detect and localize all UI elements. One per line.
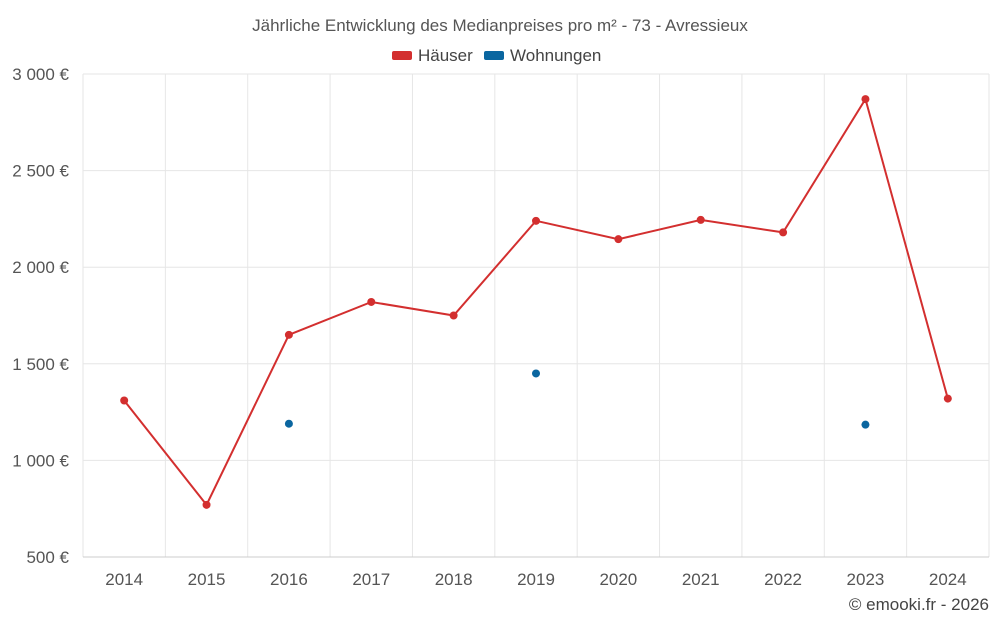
- x-tick-label: 2018: [435, 570, 473, 589]
- data-point-haeuser-2023[interactable]: [861, 95, 870, 104]
- x-tick-label: 2020: [599, 570, 637, 589]
- data-point-haeuser-2024[interactable]: [943, 394, 952, 403]
- credit-text: © emooki.fr - 2026: [849, 595, 989, 614]
- series: [120, 95, 952, 509]
- legend: Häuser Wohnungen: [392, 46, 601, 65]
- x-tick-label: 2017: [352, 570, 390, 589]
- x-tick-label: 2019: [517, 570, 555, 589]
- x-axis-ticks: 2014 2015 2016 2017 2018 2019 2020 2021 2022 2023…: [105, 570, 966, 589]
- data-point-wohnungen-2019[interactable]: [532, 369, 540, 378]
- grid: [82, 73, 990, 558]
- data-point-haeuser-2021[interactable]: [696, 215, 705, 224]
- x-tick-label: 2021: [682, 570, 720, 589]
- data-point-haeuser-2017[interactable]: [367, 297, 376, 306]
- x-tick-label: 2023: [847, 570, 885, 589]
- y-tick-label: 2 000 €: [12, 258, 69, 277]
- chart-title: Jährliche Entwicklung des Medianpreises …: [252, 16, 748, 35]
- data-point-haeuser-2019[interactable]: [532, 216, 540, 225]
- y-tick-label: 1 000 €: [12, 451, 69, 470]
- legend-label-wohnungen: Wohnungen: [510, 46, 601, 65]
- legend-item-wohnungen[interactable]: Wohnungen: [484, 46, 601, 65]
- legend-label-haeuser: Häuser: [418, 46, 473, 65]
- y-tick-label: 3 000 €: [12, 65, 69, 84]
- x-tick-label: 2015: [188, 570, 226, 589]
- data-point-wohnungen-2016[interactable]: [284, 419, 293, 428]
- legend-swatch-haeuser: [392, 51, 412, 60]
- data-point-haeuser-2014[interactable]: [120, 396, 129, 405]
- data-point-haeuser-2015[interactable]: [202, 500, 211, 509]
- x-tick-label: 2014: [105, 570, 143, 589]
- y-tick-label: 1 500 €: [12, 355, 69, 374]
- data-point-haeuser-2016[interactable]: [284, 330, 293, 339]
- x-tick-label: 2024: [929, 570, 967, 589]
- data-point-haeuser-2022[interactable]: [779, 228, 788, 237]
- y-axis-ticks: 500 € 1 000 € 1 500 € 2 000 € 2 500 € 3 000 €: [12, 65, 69, 567]
- data-point-wohnungen-2023[interactable]: [861, 420, 870, 429]
- data-point-haeuser-2020[interactable]: [614, 235, 623, 244]
- x-tick-label: 2022: [764, 570, 802, 589]
- x-tick-label: 2016: [270, 570, 308, 589]
- y-tick-label: 2 500 €: [12, 162, 69, 181]
- data-point-haeuser-2018[interactable]: [449, 311, 458, 320]
- legend-swatch-wohnungen: [484, 51, 504, 60]
- y-tick-label: 500 €: [26, 548, 69, 567]
- legend-item-haeuser[interactable]: Häuser: [392, 46, 473, 65]
